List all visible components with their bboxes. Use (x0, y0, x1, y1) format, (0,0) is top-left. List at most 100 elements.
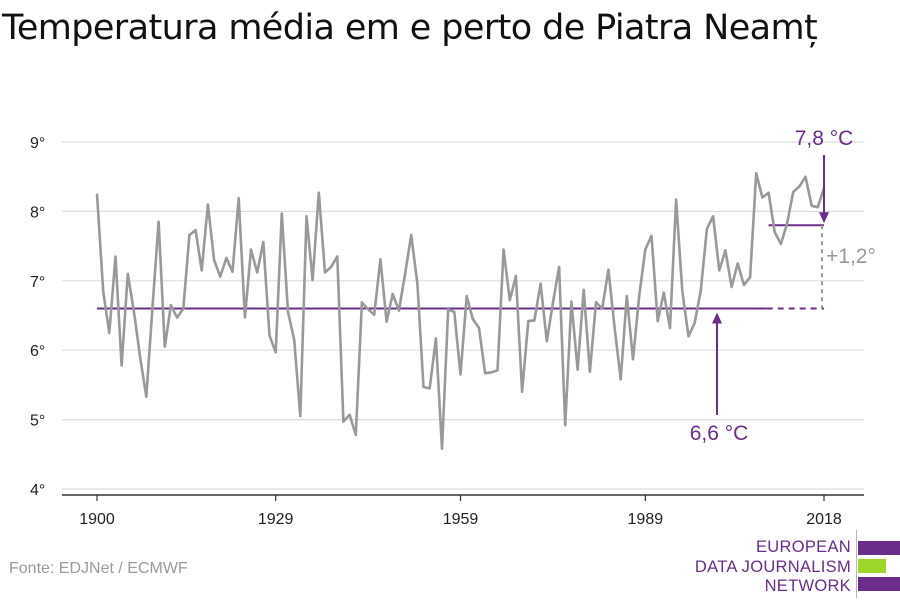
y-tick-label-7: 7° (30, 274, 45, 291)
data-point (361, 301, 363, 304)
data-point (755, 172, 757, 174)
x-tick-label-1959: 1959 (443, 511, 479, 528)
series-line-0 (95, 171, 826, 451)
data-point (268, 334, 271, 337)
data-point (151, 307, 154, 310)
data-point (706, 228, 708, 230)
data-point (422, 386, 425, 388)
data-point (157, 221, 160, 223)
data-point (595, 301, 597, 304)
data-point (416, 282, 419, 285)
logo-line-european: EUROPEAN (755, 538, 851, 556)
data-point (213, 259, 215, 261)
data-point (700, 289, 702, 292)
data-point (743, 284, 745, 286)
data-point (558, 266, 560, 268)
data-point (576, 368, 579, 371)
data-point (200, 269, 203, 272)
data-point (502, 248, 505, 251)
logo-bar-purple-bottom (858, 577, 900, 591)
data-point (139, 356, 141, 358)
y-tick-label-5: 5° (30, 413, 45, 430)
y-tick-label-9: 9° (30, 135, 45, 152)
data-point (373, 314, 376, 316)
data-point (127, 273, 129, 275)
x-tick-label-1900: 1900 (79, 511, 115, 528)
data-point (96, 193, 98, 195)
data-point (133, 311, 135, 313)
data-point (379, 258, 382, 261)
data-point (256, 271, 259, 274)
baseline-label: 6,6 °C (690, 422, 749, 445)
logo-divider (856, 530, 857, 598)
data-point (311, 279, 314, 281)
data-point (509, 299, 511, 302)
data-point (367, 308, 369, 311)
data-point (318, 191, 320, 194)
data-point (607, 268, 610, 271)
series-layer (95, 171, 826, 451)
data-point (391, 293, 394, 295)
source-note: Fonte: EDJNet / ECMWF (9, 560, 188, 577)
data-point (145, 395, 148, 398)
data-point (435, 337, 437, 340)
data-point (459, 373, 462, 376)
data-point (515, 275, 517, 277)
data-point (287, 311, 289, 313)
recent-arrow-head (819, 212, 829, 224)
x-tick-label-1989: 1989 (628, 511, 664, 528)
x-tick-label-2018: 2018 (806, 511, 842, 528)
logo-bar-green (858, 559, 886, 573)
data-point (780, 243, 782, 245)
x-tick-label-1929: 1929 (258, 511, 294, 528)
data-point (724, 249, 727, 252)
data-point (496, 369, 499, 372)
data-point (237, 197, 240, 199)
data-point (749, 276, 751, 279)
data-point (225, 257, 228, 259)
data-point (120, 364, 123, 367)
data-point (564, 424, 566, 427)
data-point (102, 290, 104, 293)
x-axis: 1900 1929 1959 1989 2018 (62, 494, 864, 528)
data-point (656, 320, 659, 322)
data-point (773, 231, 776, 233)
data-point (644, 248, 647, 251)
data-point (669, 327, 671, 329)
data-point (428, 387, 431, 390)
data-point (441, 447, 443, 450)
data-point (231, 271, 234, 273)
data-point (342, 420, 345, 423)
data-point (170, 304, 172, 306)
data-point (767, 191, 770, 194)
data-point (164, 345, 166, 348)
annotations: 7,8 °C 6,6 °C +1,2° (690, 127, 876, 445)
data-point (527, 320, 530, 322)
data-point (274, 351, 277, 354)
data-point (539, 282, 542, 285)
y-tick-label-8: 8° (30, 204, 45, 221)
data-point (410, 234, 413, 236)
data-point (601, 307, 603, 310)
y-tick-label-6: 6° (30, 343, 45, 360)
data-point (305, 215, 308, 218)
data-point (650, 234, 653, 237)
data-point (786, 223, 788, 225)
data-point (533, 319, 536, 322)
data-point (465, 295, 468, 297)
data-point (730, 286, 733, 288)
data-point (176, 316, 178, 319)
logo-line-network: NETWORK (764, 577, 851, 595)
data-point (626, 295, 628, 297)
data-point (355, 434, 357, 436)
chart-title: Temperatura média em e perto de Piatra N… (2, 8, 818, 48)
data-point (804, 175, 807, 178)
temperature-line-chart: 4° 5° 6° 7° 8° 9° 1900 1929 1959 1989 2018 7,8 °C… (30, 127, 876, 528)
data-point (478, 327, 480, 329)
data-point (219, 275, 221, 278)
data-point (472, 318, 474, 320)
y-tick-label-4: 4° (30, 482, 45, 499)
data-point (281, 212, 283, 215)
data-point (250, 248, 252, 251)
data-point (521, 391, 523, 393)
